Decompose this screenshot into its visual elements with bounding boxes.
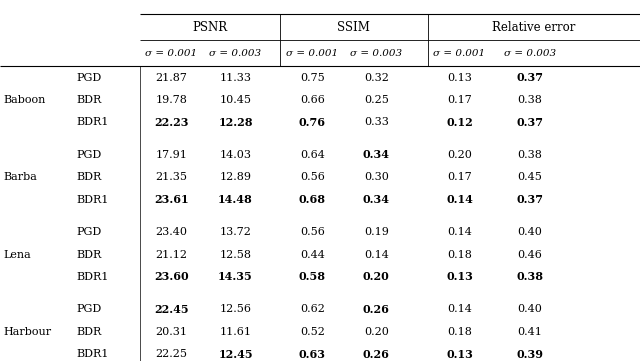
Text: 0.17: 0.17 xyxy=(447,172,472,182)
Text: 21.12: 21.12 xyxy=(156,249,188,260)
Text: 23.61: 23.61 xyxy=(154,194,189,205)
Text: 0.64: 0.64 xyxy=(300,150,324,160)
Text: σ = 0.003: σ = 0.003 xyxy=(504,49,556,58)
Text: BDR: BDR xyxy=(77,327,102,337)
Text: 0.17: 0.17 xyxy=(447,95,472,105)
Text: 0.26: 0.26 xyxy=(363,349,390,360)
Text: 0.44: 0.44 xyxy=(300,249,324,260)
Text: Lena: Lena xyxy=(3,249,31,260)
Text: 0.40: 0.40 xyxy=(518,304,542,314)
Text: 0.46: 0.46 xyxy=(518,249,542,260)
Text: 0.14: 0.14 xyxy=(447,227,472,237)
Text: 0.25: 0.25 xyxy=(364,95,388,105)
Text: BDR: BDR xyxy=(77,95,102,105)
Text: 0.37: 0.37 xyxy=(516,117,543,128)
Text: 0.14: 0.14 xyxy=(364,249,388,260)
Text: σ = 0.001: σ = 0.001 xyxy=(286,49,339,58)
Text: σ = 0.003: σ = 0.003 xyxy=(350,49,403,58)
Text: σ = 0.003: σ = 0.003 xyxy=(209,49,262,58)
Text: 22.45: 22.45 xyxy=(154,304,189,315)
Text: Relative error: Relative error xyxy=(492,21,575,34)
Text: 11.61: 11.61 xyxy=(220,327,252,337)
Text: 21.87: 21.87 xyxy=(156,73,188,83)
Text: 0.76: 0.76 xyxy=(299,117,326,128)
Text: 0.37: 0.37 xyxy=(516,194,543,205)
Text: 0.14: 0.14 xyxy=(446,194,473,205)
Text: 12.28: 12.28 xyxy=(218,117,253,128)
Text: 0.68: 0.68 xyxy=(299,194,326,205)
Text: 0.32: 0.32 xyxy=(364,73,388,83)
Text: 0.18: 0.18 xyxy=(447,249,472,260)
Text: 14.48: 14.48 xyxy=(218,194,253,205)
Text: 14.35: 14.35 xyxy=(218,271,253,282)
Text: 0.38: 0.38 xyxy=(518,150,542,160)
Text: 20.31: 20.31 xyxy=(156,327,188,337)
Text: PGD: PGD xyxy=(77,304,102,314)
Text: 0.13: 0.13 xyxy=(446,271,473,282)
Text: BDR1: BDR1 xyxy=(77,195,109,205)
Text: 0.34: 0.34 xyxy=(363,149,390,160)
Text: PSNR: PSNR xyxy=(193,21,227,34)
Text: BDR1: BDR1 xyxy=(77,272,109,282)
Text: 0.62: 0.62 xyxy=(300,304,324,314)
Text: 12.89: 12.89 xyxy=(220,172,252,182)
Text: BDR: BDR xyxy=(77,249,102,260)
Text: 10.45: 10.45 xyxy=(220,95,252,105)
Text: 13.72: 13.72 xyxy=(220,227,252,237)
Text: 0.26: 0.26 xyxy=(363,304,390,315)
Text: 0.56: 0.56 xyxy=(300,227,324,237)
Text: σ = 0.001: σ = 0.001 xyxy=(145,49,198,58)
Text: 0.63: 0.63 xyxy=(299,349,326,360)
Text: Barba: Barba xyxy=(3,172,37,182)
Text: 12.58: 12.58 xyxy=(220,249,252,260)
Text: 14.03: 14.03 xyxy=(220,150,252,160)
Text: SSIM: SSIM xyxy=(337,21,371,34)
Text: 23.40: 23.40 xyxy=(156,227,188,237)
Text: 0.37: 0.37 xyxy=(516,72,543,83)
Text: σ = 0.001: σ = 0.001 xyxy=(433,49,486,58)
Text: 0.75: 0.75 xyxy=(300,73,324,83)
Text: 0.13: 0.13 xyxy=(447,73,472,83)
Text: 0.33: 0.33 xyxy=(364,117,388,127)
Text: 22.23: 22.23 xyxy=(154,117,189,128)
Text: 0.20: 0.20 xyxy=(363,271,390,282)
Text: 0.52: 0.52 xyxy=(300,327,324,337)
Text: 21.35: 21.35 xyxy=(156,172,188,182)
Text: Baboon: Baboon xyxy=(3,95,45,105)
Text: 0.19: 0.19 xyxy=(364,227,388,237)
Text: 0.40: 0.40 xyxy=(518,227,542,237)
Text: 0.20: 0.20 xyxy=(364,327,388,337)
Text: 0.45: 0.45 xyxy=(518,172,542,182)
Text: 0.20: 0.20 xyxy=(447,150,472,160)
Text: BDR1: BDR1 xyxy=(77,349,109,359)
Text: PGD: PGD xyxy=(77,73,102,83)
Text: PGD: PGD xyxy=(77,227,102,237)
Text: BDR: BDR xyxy=(77,172,102,182)
Text: 0.58: 0.58 xyxy=(299,271,326,282)
Text: Harbour: Harbour xyxy=(3,327,51,337)
Text: 0.41: 0.41 xyxy=(518,327,542,337)
Text: 0.13: 0.13 xyxy=(446,349,473,360)
Text: 12.45: 12.45 xyxy=(218,349,253,360)
Text: 0.14: 0.14 xyxy=(447,304,472,314)
Text: 22.25: 22.25 xyxy=(156,349,188,359)
Text: 0.18: 0.18 xyxy=(447,327,472,337)
Text: 19.78: 19.78 xyxy=(156,95,188,105)
Text: 0.56: 0.56 xyxy=(300,172,324,182)
Text: 11.33: 11.33 xyxy=(220,73,252,83)
Text: 0.12: 0.12 xyxy=(446,117,473,128)
Text: 0.38: 0.38 xyxy=(516,271,543,282)
Text: 0.38: 0.38 xyxy=(518,95,542,105)
Text: BDR1: BDR1 xyxy=(77,117,109,127)
Text: 17.91: 17.91 xyxy=(156,150,188,160)
Text: PGD: PGD xyxy=(77,150,102,160)
Text: 0.34: 0.34 xyxy=(363,194,390,205)
Text: 0.66: 0.66 xyxy=(300,95,324,105)
Text: 0.39: 0.39 xyxy=(516,349,543,360)
Text: 23.60: 23.60 xyxy=(154,271,189,282)
Text: 12.56: 12.56 xyxy=(220,304,252,314)
Text: 0.30: 0.30 xyxy=(364,172,388,182)
